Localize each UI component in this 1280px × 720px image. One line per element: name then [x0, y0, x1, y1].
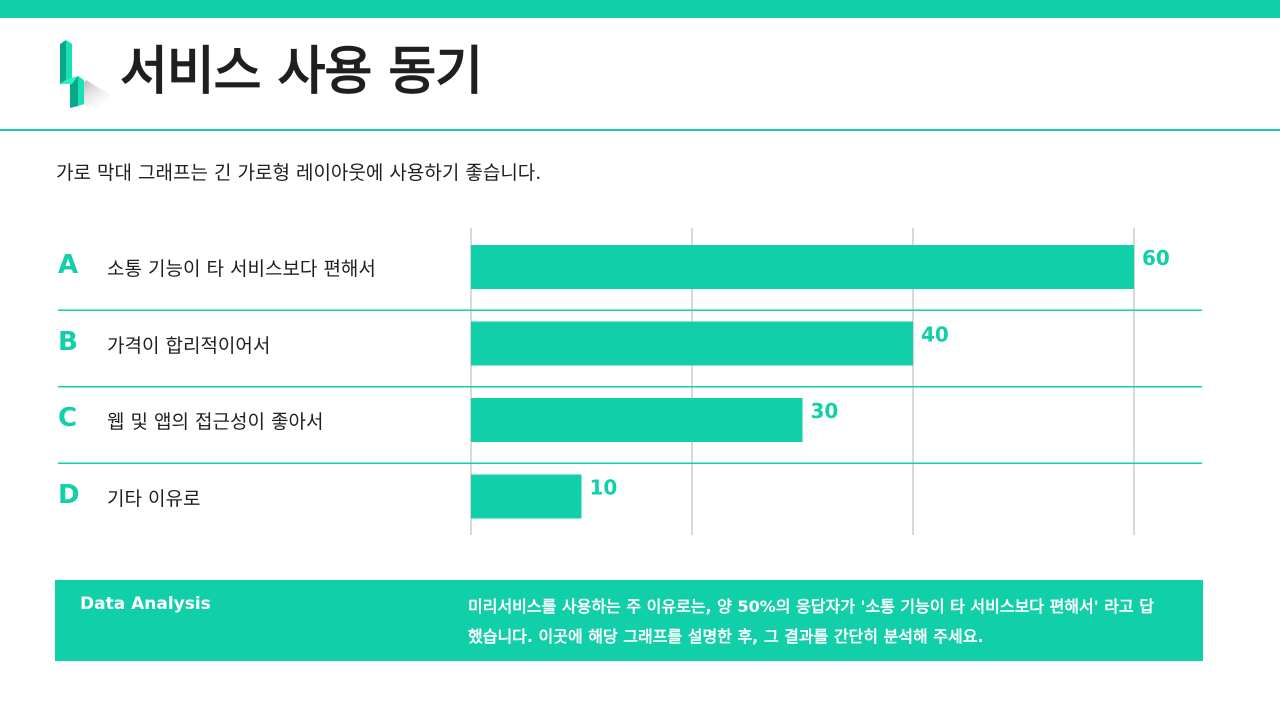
- category-label: 가격이 합리적이어서: [107, 334, 271, 357]
- intro-text: 가로 막대 그래프는 긴 가로형 레이아웃에 사용하기 좋습니다.: [56, 162, 542, 184]
- category-letter: A: [58, 250, 79, 280]
- category-label: 웹 및 앱의 접근성이 좋아서: [107, 411, 324, 433]
- bar: [471, 474, 582, 519]
- bar-chart: 60 40 30 10 A 소통 기능이 타 서비스보다 편해서 B 가격이 합리적이어서 C…: [0, 220, 1280, 550]
- bar: [471, 398, 803, 442]
- page-title: 서비스 사용 동기: [120, 42, 483, 102]
- bar: [471, 321, 913, 366]
- category-label: 소통 기능이 타 서비스보다 편해서: [107, 258, 376, 280]
- bar-value-label: 40: [921, 323, 949, 347]
- title-divider: [0, 129, 1280, 131]
- category-label: 기타 이유로: [107, 487, 201, 510]
- analysis-text: 미리서비스를 사용하는 주 이유로는, 양 50%의 응답자가 '소통 기능이 …: [468, 597, 1154, 646]
- bar-chart-svg: 60 40 30 10: [58, 228, 1202, 535]
- logo-icon: [60, 40, 112, 108]
- bar-value-label: 10: [590, 476, 618, 500]
- analysis-title: Data Analysis: [80, 594, 211, 614]
- analysis-box: Data Analysis 미리서비스를 사용하는 주 이유로는, 양 50%의…: [55, 580, 1203, 661]
- top-accent-band: [0, 0, 1280, 18]
- bar-value-label: 30: [811, 399, 839, 423]
- category-letter: D: [58, 479, 80, 510]
- bar: [471, 245, 1134, 289]
- category-letter: C: [58, 403, 78, 433]
- bar-value-label: 60: [1142, 246, 1170, 270]
- category-letter: B: [58, 326, 78, 357]
